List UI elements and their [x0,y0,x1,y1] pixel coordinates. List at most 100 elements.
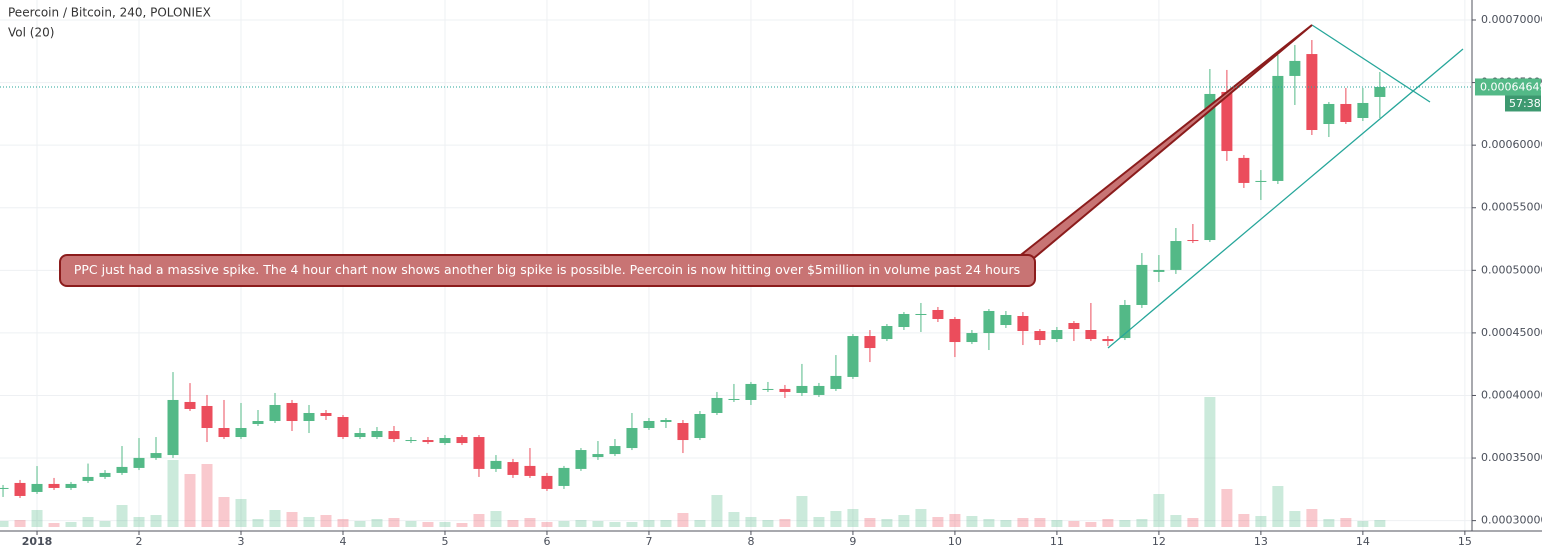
candle-body [1374,86,1386,97]
volume-bar [728,512,740,527]
candle-body [218,428,230,438]
candle-body [524,465,536,476]
volume-bar [949,514,961,527]
candle-body [99,472,111,477]
chart-title: Peercoin / Bitcoin, 240, POLONIEX [8,6,211,20]
candle-body [405,440,417,442]
volume-bar [99,521,111,527]
volume-bar [48,523,60,527]
volume-bar [1187,518,1199,527]
callout-pointer [1019,24,1313,260]
candle-body [1221,91,1233,152]
volume-bar [252,519,264,527]
candle-body [864,336,876,349]
x-tick-label: 4 [339,535,346,548]
volume-bar [269,510,281,527]
volume-bar [150,515,162,527]
candle-body [813,385,825,395]
candle-body [456,437,468,444]
x-tick-label: 2018 [22,535,53,548]
volume-bar [133,517,145,527]
volume-bar [1153,494,1165,527]
candle-body [320,412,332,416]
axes [0,0,1542,532]
candle-body [932,309,944,319]
candle-body [558,467,570,486]
volume-bar [456,523,468,527]
trend-line [1311,24,1431,103]
volume-bar [1136,519,1148,527]
candle-body [1102,339,1114,342]
candle-body [626,428,638,449]
candle-body [269,404,281,422]
volume-bar [1306,509,1318,527]
candle-body [1119,304,1131,339]
x-tick-label: 10 [948,535,962,548]
volume-bar [575,520,587,527]
volume-bar [1034,518,1046,527]
volume-bar [1000,520,1012,527]
volume-bar [371,519,383,527]
volume-bar [1085,522,1097,527]
candle-body [541,475,553,489]
candle-body [235,428,247,438]
volume-bar [830,511,842,527]
candle-body [286,402,298,422]
candle-body [694,413,706,439]
volume-bar [320,515,332,527]
trend-line [1107,48,1464,349]
volume-bar [201,464,213,527]
volume-bar [524,518,536,527]
candle-body [779,388,791,392]
candle-body [48,483,60,488]
volume-bar [592,521,604,527]
volume-bar [1272,486,1284,527]
last-price-label: 0.00064649 [1480,80,1542,93]
annotation: PPC just had a massive spike. The 4 hour… [74,262,1020,277]
volume-bar [694,520,706,527]
x-tick-label: 6 [543,535,550,548]
x-tick-label: 14 [1356,535,1370,548]
volume-bar [881,519,893,527]
candle-body [711,397,723,413]
y-tick-label: 0.00050000 [1481,263,1542,276]
x-tick-label: 2 [136,535,143,548]
candle-body [1323,103,1335,125]
x-tick-label: 5 [441,535,448,548]
volume-bar [1204,397,1216,527]
volume-bar [626,522,638,527]
volume-bar [660,520,672,527]
candle-body [184,401,196,409]
x-tick-label: 15 [1458,535,1472,548]
candle-body [728,398,740,400]
volume-bar [303,517,315,527]
volume-bar [405,521,417,527]
candle-body [1068,323,1080,330]
candle-body [949,318,961,343]
candle-body [354,433,366,438]
candle-body [303,412,315,422]
candle-body [201,405,213,429]
candle-body [796,385,808,393]
candle-body [371,431,383,438]
countdown-box [1505,95,1541,112]
candle-body [1170,241,1182,270]
volume-bar [932,517,944,527]
volume-bar [1051,520,1063,527]
volume-bar [167,460,179,527]
volume-bar [966,516,978,527]
volume-bar [643,520,655,527]
candle-body [1204,93,1216,241]
candle-body [1051,330,1063,340]
candle-body [1272,75,1284,181]
volume-bar [235,499,247,527]
volume-bar [864,518,876,527]
volume-bar [898,515,910,527]
volume-bar [1119,520,1131,527]
volume-bar [847,509,859,527]
candle-body [1238,157,1250,183]
candle-body [881,326,893,340]
candle-body [507,462,519,475]
candle-body [915,313,927,315]
candle-body [116,466,128,473]
